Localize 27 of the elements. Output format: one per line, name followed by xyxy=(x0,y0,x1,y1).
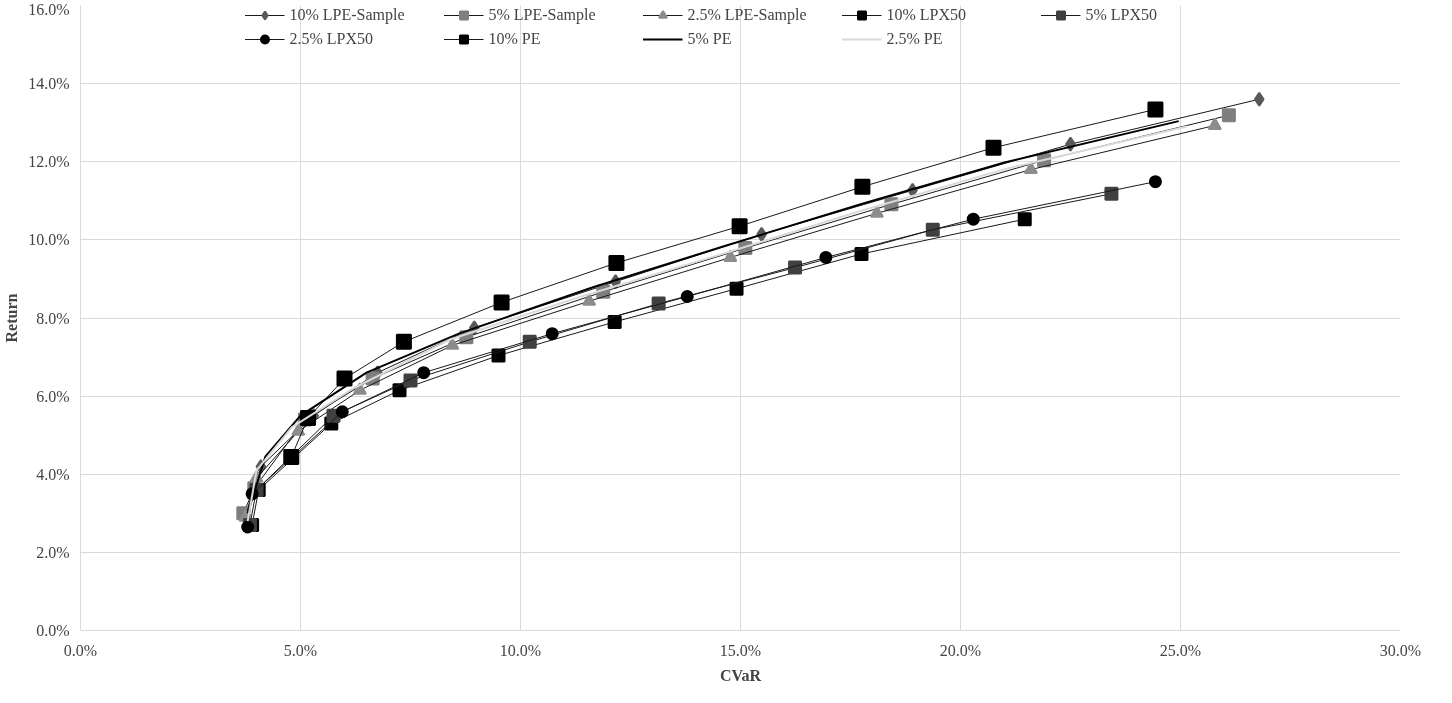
y-tick-label: 12.0% xyxy=(28,153,70,171)
legend-label: 2.5% LPE-Sample xyxy=(687,6,808,24)
y-tick-label: 16.0% xyxy=(28,0,70,18)
legend-label: 10% PE xyxy=(488,30,542,48)
x-axis-title: CVaR xyxy=(719,666,762,684)
y-tick-label: 6.0% xyxy=(36,387,70,405)
y-tick-label: 0.0% xyxy=(36,622,70,639)
y-tick-label: 2.0% xyxy=(36,543,70,561)
y-tick-label: 14.0% xyxy=(28,75,70,93)
legend-label: 5% LPX50 xyxy=(1085,6,1159,24)
x-tick-label: 25.0% xyxy=(1159,641,1202,659)
y-tick-label: 8.0% xyxy=(36,309,70,327)
y-axis-title: Return xyxy=(3,293,21,343)
x-tick-label: 10.0% xyxy=(499,641,542,659)
legend-label: 10% LPX50 xyxy=(886,6,968,24)
legend-label: 5% LPE-Sample xyxy=(488,6,597,24)
y-tick-label: 4.0% xyxy=(36,465,70,483)
legend-label: 5% PE xyxy=(687,30,733,48)
x-tick-label: 30.0% xyxy=(1379,641,1422,659)
x-tick-label: 20.0% xyxy=(939,641,982,659)
x-tick-label: 5.0% xyxy=(283,641,318,659)
legend-label: 2.5% LPX50 xyxy=(289,30,375,48)
y-tick-label: 10.0% xyxy=(28,231,70,249)
x-tick-label: 15.0% xyxy=(719,641,762,659)
legend-label: 2.5% PE xyxy=(886,30,944,48)
legend-label: 10% LPE-Sample xyxy=(289,6,406,24)
x-tick-label: 0.0% xyxy=(63,641,98,659)
